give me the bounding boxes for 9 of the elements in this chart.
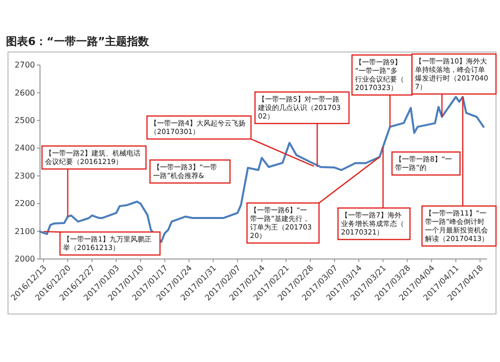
y-tick-label: 2200	[14, 199, 35, 208]
y-tick-label: 2000	[14, 254, 35, 264]
y-tick-label: 2400	[14, 144, 35, 153]
y-tick-label: 2300	[14, 171, 35, 180]
y-tick-label: 2500	[14, 116, 35, 125]
y-tick-label: 2700	[14, 60, 35, 70]
y-tick-label: 2600	[14, 88, 35, 98]
y-tick-label: 2100	[14, 226, 35, 236]
chart-title: 图表6：“一带一路”主题指数	[6, 35, 150, 48]
